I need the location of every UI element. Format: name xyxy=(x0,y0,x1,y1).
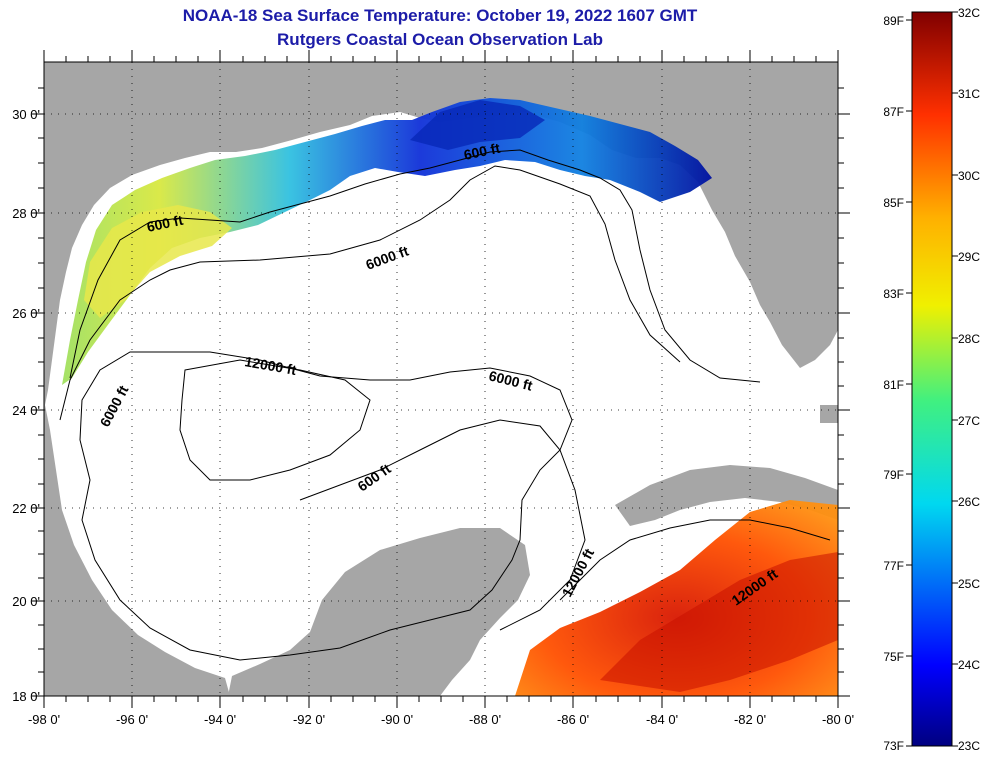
colorbar-f-label: 79F xyxy=(883,468,904,482)
colorbar-f-label: 73F xyxy=(883,739,904,753)
y-tick-label: 18 0' xyxy=(12,689,40,704)
sst-southeast-core xyxy=(600,552,838,692)
colorbar-ticks xyxy=(906,11,958,747)
x-tick-label: -86 0' xyxy=(557,712,589,727)
land-mexico-west xyxy=(44,400,230,696)
colorbar-f-label: 75F xyxy=(883,650,904,664)
sst-north-dark xyxy=(410,100,545,150)
land-cuba xyxy=(615,465,838,526)
x-tick-label: -82 0' xyxy=(734,712,766,727)
colorbar-f-label: 83F xyxy=(883,287,904,301)
contour-label: 600 ft xyxy=(462,140,501,163)
land-bahamas xyxy=(820,405,838,423)
colorbar-c-label: 30C xyxy=(958,169,980,183)
colorbar-c-labels: 32C 31C 30C 29C 28C 27C 26C 25C 24C 23C xyxy=(958,6,980,753)
colorbar-c-label: 32C xyxy=(958,6,980,20)
y-tick-label: 26 0' xyxy=(12,306,40,321)
graticule xyxy=(44,62,838,696)
x-tick-label: -98 0' xyxy=(28,712,60,727)
map-subtitle: Rutgers Coastal Ocean Observation Lab xyxy=(277,30,603,49)
x-tick-label: -94 0' xyxy=(204,712,236,727)
x-tick-label: -96 0' xyxy=(116,712,148,727)
sst-north-band xyxy=(62,98,712,385)
colorbar-c-label: 27C xyxy=(958,414,980,428)
x-tick-label: -92 0' xyxy=(293,712,325,727)
colorbar-f-label: 87F xyxy=(883,105,904,119)
y-tick-label: 30 0' xyxy=(12,107,40,122)
x-tick-label: -90 0' xyxy=(381,712,413,727)
colorbar-c-label: 31C xyxy=(958,87,980,101)
colorbar xyxy=(911,11,953,747)
y-tick-label: 24 0' xyxy=(12,403,40,418)
y-tick-label: 28 0' xyxy=(12,206,40,221)
contour-label: 600 ft xyxy=(145,212,184,235)
colorbar-c-label: 25C xyxy=(958,577,980,591)
sst-yellow-patch xyxy=(84,205,232,318)
land-yucatan xyxy=(228,528,530,696)
y-axis-labels: 30 0' 28 0' 26 0' 24 0' 22 0' 20 0' 18 0… xyxy=(12,107,40,704)
colorbar-c-label: 24C xyxy=(958,658,980,672)
colorbar-c-label: 29C xyxy=(958,250,980,264)
colorbar-c-label: 26C xyxy=(958,495,980,509)
axis-ticks xyxy=(32,50,850,708)
bathymetry-contours xyxy=(59,149,831,661)
map-title: NOAA-18 Sea Surface Temperature: October… xyxy=(182,6,698,25)
colorbar-c-label: 23C xyxy=(958,739,980,753)
colorbar-f-label: 81F xyxy=(883,378,904,392)
colorbar-f-label: 85F xyxy=(883,196,904,210)
x-axis-labels: -98 0' -96 0' -94 0' -92 0' -90 0' -88 0… xyxy=(28,712,854,727)
colorbar-f-label: 77F xyxy=(883,559,904,573)
y-tick-label: 22 0' xyxy=(12,501,40,516)
x-tick-label: -88 0' xyxy=(469,712,501,727)
y-tick-label: 20 0' xyxy=(12,594,40,609)
colorbar-c-label: 28C xyxy=(958,332,980,346)
colorbar-f-labels: 89F 87F 85F 83F 81F 79F 77F 75F 73F xyxy=(883,14,904,753)
x-tick-label: -84 0' xyxy=(646,712,678,727)
colorbar-f-label: 89F xyxy=(883,14,904,28)
x-tick-label: -80 0' xyxy=(822,712,854,727)
map-area: 600 ft 600 ft 6000 ft 6000 ft 6000 ft 12… xyxy=(44,62,838,696)
